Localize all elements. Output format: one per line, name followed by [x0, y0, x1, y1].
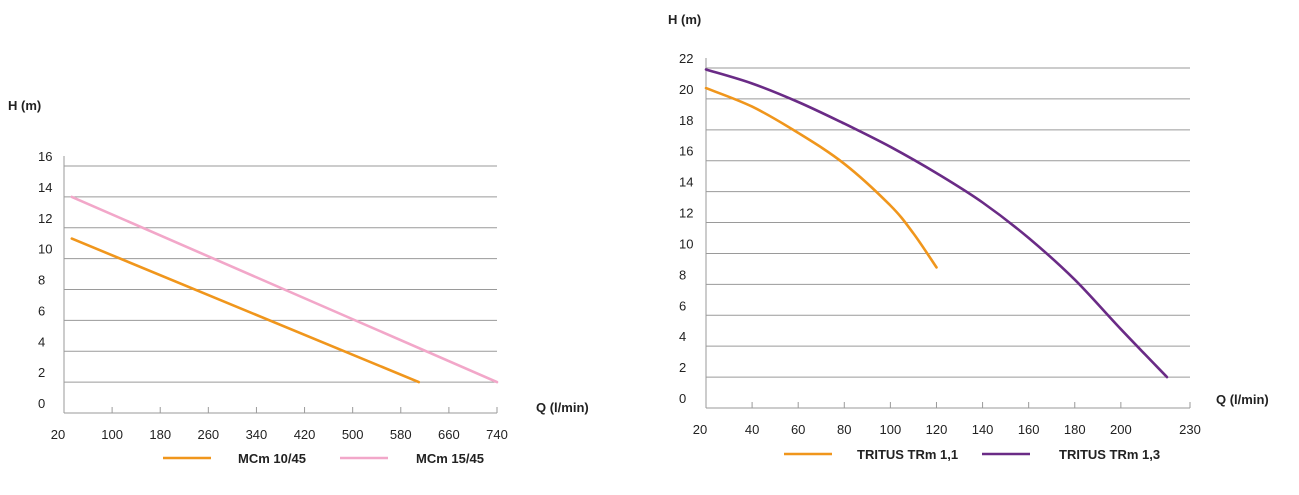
- right-chart-y-tick-label: 10: [679, 236, 693, 251]
- left-chart-y-tick-label: 4: [38, 334, 45, 349]
- right-chart-x-tick-label: 20: [693, 422, 707, 437]
- right-chart-y-axis-title: H (m): [668, 12, 701, 27]
- right-chart-y-tick-label: 14: [679, 175, 693, 190]
- right-chart-x-tick-label: 60: [791, 422, 805, 437]
- right-chart-x-tick-label: 40: [745, 422, 759, 437]
- right-chart-x-tick-label: 180: [1064, 422, 1086, 437]
- right-chart-y-tick-label: 4: [679, 329, 686, 344]
- right-chart-x-tick-label: 140: [972, 422, 994, 437]
- right-chart-x-tick-label: 200: [1110, 422, 1132, 437]
- right-chart-y-tick-label: 2: [679, 360, 686, 375]
- left-chart-x-tick-label: 660: [438, 427, 460, 442]
- right-chart-x-axis-title: Q (l/min): [1216, 392, 1269, 407]
- right-chart-y-tick-label: 18: [679, 113, 693, 128]
- left-chart-y-tick-label: 16: [38, 149, 52, 164]
- left-chart-x-tick-label: 340: [246, 427, 268, 442]
- left-chart-y-tick-label: 2: [38, 365, 45, 380]
- left-chart-y-tick-label: 0: [38, 396, 45, 411]
- left-chart-x-tick-label: 20: [51, 427, 65, 442]
- right-chart-y-tick-label: 8: [679, 267, 686, 282]
- left-chart-x-tick-label: 100: [101, 427, 123, 442]
- right-chart-x-tick-label: 80: [837, 422, 851, 437]
- left-chart-x-tick-label: 420: [294, 427, 316, 442]
- left-chart-series-line-2: [70, 195, 499, 384]
- right-chart-x-tick-label: 100: [880, 422, 902, 437]
- left-chart-x-axis-title: Q (l/min): [536, 400, 589, 415]
- right-chart-x-tick-label: 160: [1018, 422, 1040, 437]
- left-chart-y-tick-label: 8: [38, 273, 45, 288]
- left-chart-legend-label-1: MCm 10/45: [238, 451, 306, 466]
- left-chart-x-tick-label: 260: [197, 427, 219, 442]
- right-chart-y-tick-label: 22: [679, 51, 693, 66]
- left-chart-y-tick-label: 14: [38, 180, 52, 195]
- right-chart-x-tick-label: 230: [1179, 422, 1201, 437]
- left-chart-y-tick-label: 12: [38, 211, 52, 226]
- left-chart-legend-label-2: MCm 15/45: [416, 451, 484, 466]
- right-chart-y-tick-label: 12: [679, 206, 693, 221]
- right-chart-legend-label-1: TRITUS TRm 1,1: [857, 447, 958, 462]
- left-chart-y-axis-title: H (m): [8, 98, 41, 113]
- left-chart-x-tick-label: 180: [149, 427, 171, 442]
- right-chart-y-tick-label: 6: [679, 298, 686, 313]
- left-chart-y-tick-label: 10: [38, 242, 52, 257]
- right-chart-legend-label-2: TRITUS TRm 1,3: [1059, 447, 1160, 462]
- left-chart-x-tick-label: 740: [486, 427, 508, 442]
- right-chart-series-line-1: [704, 86, 938, 269]
- right-chart-x-tick-label: 120: [926, 422, 948, 437]
- left-chart-series-line-1: [70, 237, 421, 384]
- right-chart-series-line-2: [704, 68, 1169, 379]
- right-chart-y-tick-label: 20: [679, 82, 693, 97]
- left-chart-x-tick-label: 580: [390, 427, 412, 442]
- left-chart-y-tick-label: 6: [38, 303, 45, 318]
- right-chart-y-tick-label: 16: [679, 144, 693, 159]
- left-chart-x-tick-label: 500: [342, 427, 364, 442]
- right-chart-y-tick-label: 0: [679, 391, 686, 406]
